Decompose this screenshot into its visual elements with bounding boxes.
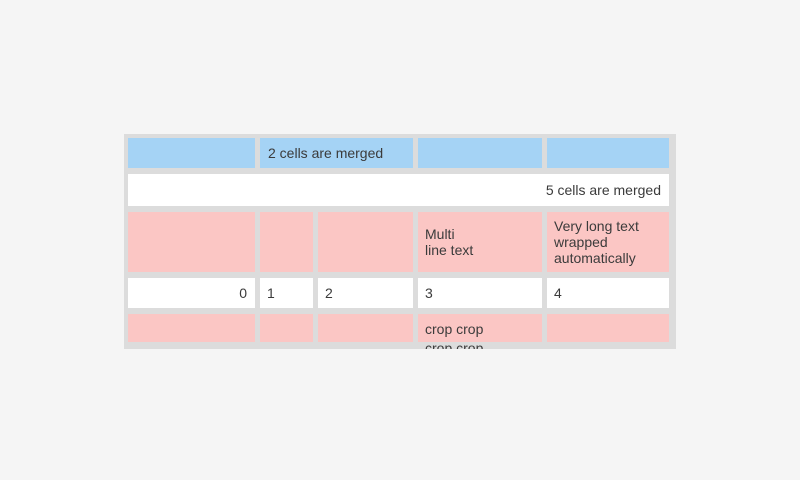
number-cell-0[interactable]: 0 (128, 278, 255, 308)
pink-cell-r3c1[interactable] (128, 212, 255, 272)
merged-5-cell[interactable]: 5 cells are merged (128, 174, 669, 206)
table-row-numbers: 0 1 2 3 4 (128, 278, 672, 308)
blue-cell-r1c5[interactable] (547, 138, 669, 168)
pink-cell-r5c5[interactable] (547, 314, 669, 342)
number-cell-1[interactable]: 1 (260, 278, 313, 308)
blue-cell-r1c1[interactable] (128, 138, 255, 168)
pink-cell-r5c2[interactable] (260, 314, 313, 342)
pink-cell-r5c3[interactable] (318, 314, 413, 342)
number-cell-2[interactable]: 2 (318, 278, 413, 308)
blue-cell-r1c4[interactable] (418, 138, 542, 168)
multi-line-cell[interactable]: Multi line text (418, 212, 542, 272)
demo-table: 2 cells are merged 5 cells are merged Mu… (124, 134, 676, 349)
table-row-merged-5: 5 cells are merged (128, 174, 672, 206)
number-cell-3[interactable]: 3 (418, 278, 542, 308)
pink-cell-r3c3[interactable] (318, 212, 413, 272)
table-row-multiline: Multi line text Very long text wrapped a… (128, 212, 672, 272)
cropped-text: crop crop crop crop (425, 321, 484, 349)
wrapped-text-cell[interactable]: Very long text wrapped automatically (547, 212, 669, 272)
cropped-text-cell[interactable]: crop crop crop crop (418, 314, 542, 349)
table-row-cropped: crop crop crop crop (128, 314, 672, 349)
pink-cell-r5c1[interactable] (128, 314, 255, 342)
merged-2-cell[interactable]: 2 cells are merged (260, 138, 413, 168)
number-cell-4[interactable]: 4 (547, 278, 669, 308)
table-row-merged-2: 2 cells are merged (128, 138, 672, 168)
pink-cell-r3c2[interactable] (260, 212, 313, 272)
